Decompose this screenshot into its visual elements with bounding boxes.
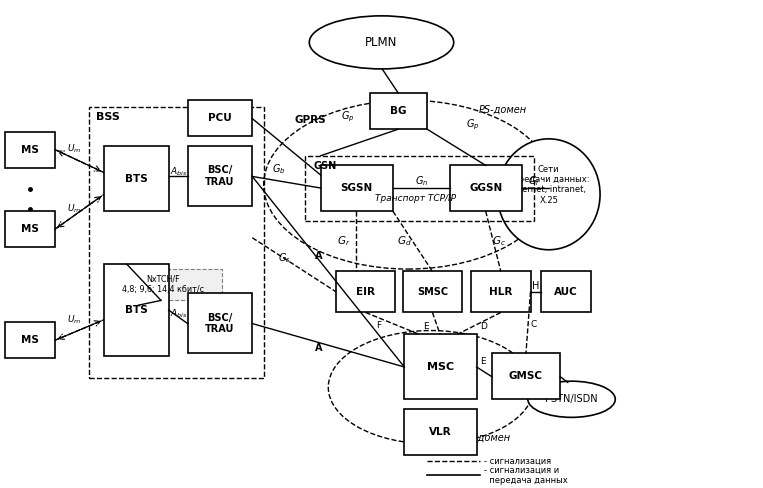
Text: - сигнализация: - сигнализация (485, 457, 551, 466)
Text: $G_s$: $G_s$ (278, 251, 291, 265)
Bar (5, 132, 55, 168)
Text: E: E (423, 323, 428, 331)
Bar (472, 271, 530, 312)
Text: SGSN: SGSN (340, 183, 373, 193)
Text: C: C (530, 320, 536, 329)
Text: EIR: EIR (356, 287, 375, 297)
Ellipse shape (528, 381, 615, 417)
Text: $G_r$: $G_r$ (336, 234, 350, 248)
Text: PSTN/ISDN: PSTN/ISDN (546, 394, 598, 404)
Bar (104, 269, 222, 301)
Text: $G_c$: $G_c$ (492, 234, 507, 248)
Bar (320, 165, 393, 211)
Text: A: A (315, 251, 323, 261)
Text: HLR: HLR (489, 287, 513, 297)
Text: $U_m$: $U_m$ (67, 203, 82, 215)
Text: $G_n$: $G_n$ (415, 174, 429, 188)
Text: PLMN: PLMN (365, 36, 398, 49)
Bar (104, 146, 169, 211)
Bar (541, 271, 591, 312)
Text: MSC: MSC (427, 362, 454, 372)
Bar (450, 165, 522, 211)
Bar (188, 100, 253, 137)
Text: MS: MS (21, 144, 39, 155)
Bar (305, 156, 533, 221)
Text: BTS: BTS (125, 305, 148, 315)
Text: PS-домен: PS-домен (479, 105, 527, 115)
Text: GSN: GSN (313, 161, 336, 170)
Bar (336, 271, 395, 312)
Bar (370, 93, 427, 129)
Bar (404, 409, 477, 455)
Text: $G_p$: $G_p$ (340, 110, 354, 124)
Text: $U_m$: $U_m$ (67, 142, 82, 155)
Bar (188, 293, 253, 353)
Text: $G_b$: $G_b$ (272, 163, 285, 176)
Bar (5, 322, 55, 358)
Text: - сигнализация и
  передача данных: - сигнализация и передача данных (485, 465, 568, 485)
Text: E: E (480, 357, 485, 366)
Text: H: H (532, 281, 539, 291)
Text: MS: MS (21, 224, 39, 234)
Text: GMSC: GMSC (509, 371, 543, 381)
Text: BG: BG (391, 106, 407, 116)
Text: $G_d$: $G_d$ (397, 234, 412, 248)
Text: Сети
передачи данных:
Internet, intranet,
X.25: Сети передачи данных: Internet, intranet… (508, 164, 590, 205)
Text: BTS: BTS (125, 174, 148, 183)
Text: SMSC: SMSC (417, 287, 448, 297)
Bar (89, 107, 264, 378)
Bar (403, 271, 462, 312)
Bar (491, 353, 560, 399)
Bar (104, 264, 169, 356)
Text: BSS: BSS (96, 112, 121, 122)
Text: VLR: VLR (429, 427, 452, 437)
Text: MS: MS (21, 335, 39, 345)
Text: Транспорт TCP/IP: Транспорт TCP/IP (375, 194, 456, 203)
Ellipse shape (497, 139, 600, 250)
Text: GGSN: GGSN (469, 183, 503, 193)
Text: $G_p$: $G_p$ (466, 117, 479, 132)
Text: $A_{bis}$: $A_{bis}$ (169, 165, 187, 178)
Text: BSC/
TRAU: BSC/ TRAU (205, 165, 235, 187)
Bar (5, 211, 55, 247)
Text: NxTCH/F
4,8; 9,6; 14,4 кбит/с: NxTCH/F 4,8; 9,6; 14,4 кбит/с (122, 275, 204, 294)
Text: AUC: AUC (554, 287, 578, 297)
Text: D: D (480, 323, 487, 331)
Bar (404, 334, 477, 399)
Text: CS-домен: CS-домен (462, 433, 511, 443)
Text: F: F (376, 321, 381, 330)
Text: $U_m$: $U_m$ (67, 313, 82, 326)
Text: PCU: PCU (208, 113, 232, 123)
Text: $A_{bis}$: $A_{bis}$ (169, 307, 187, 320)
Text: A: A (315, 343, 323, 353)
Ellipse shape (309, 16, 454, 69)
Text: GPRS: GPRS (294, 115, 326, 124)
Text: BSC/
TRAU: BSC/ TRAU (205, 312, 235, 334)
Bar (188, 146, 253, 206)
Text: $G_i$: $G_i$ (528, 174, 539, 188)
